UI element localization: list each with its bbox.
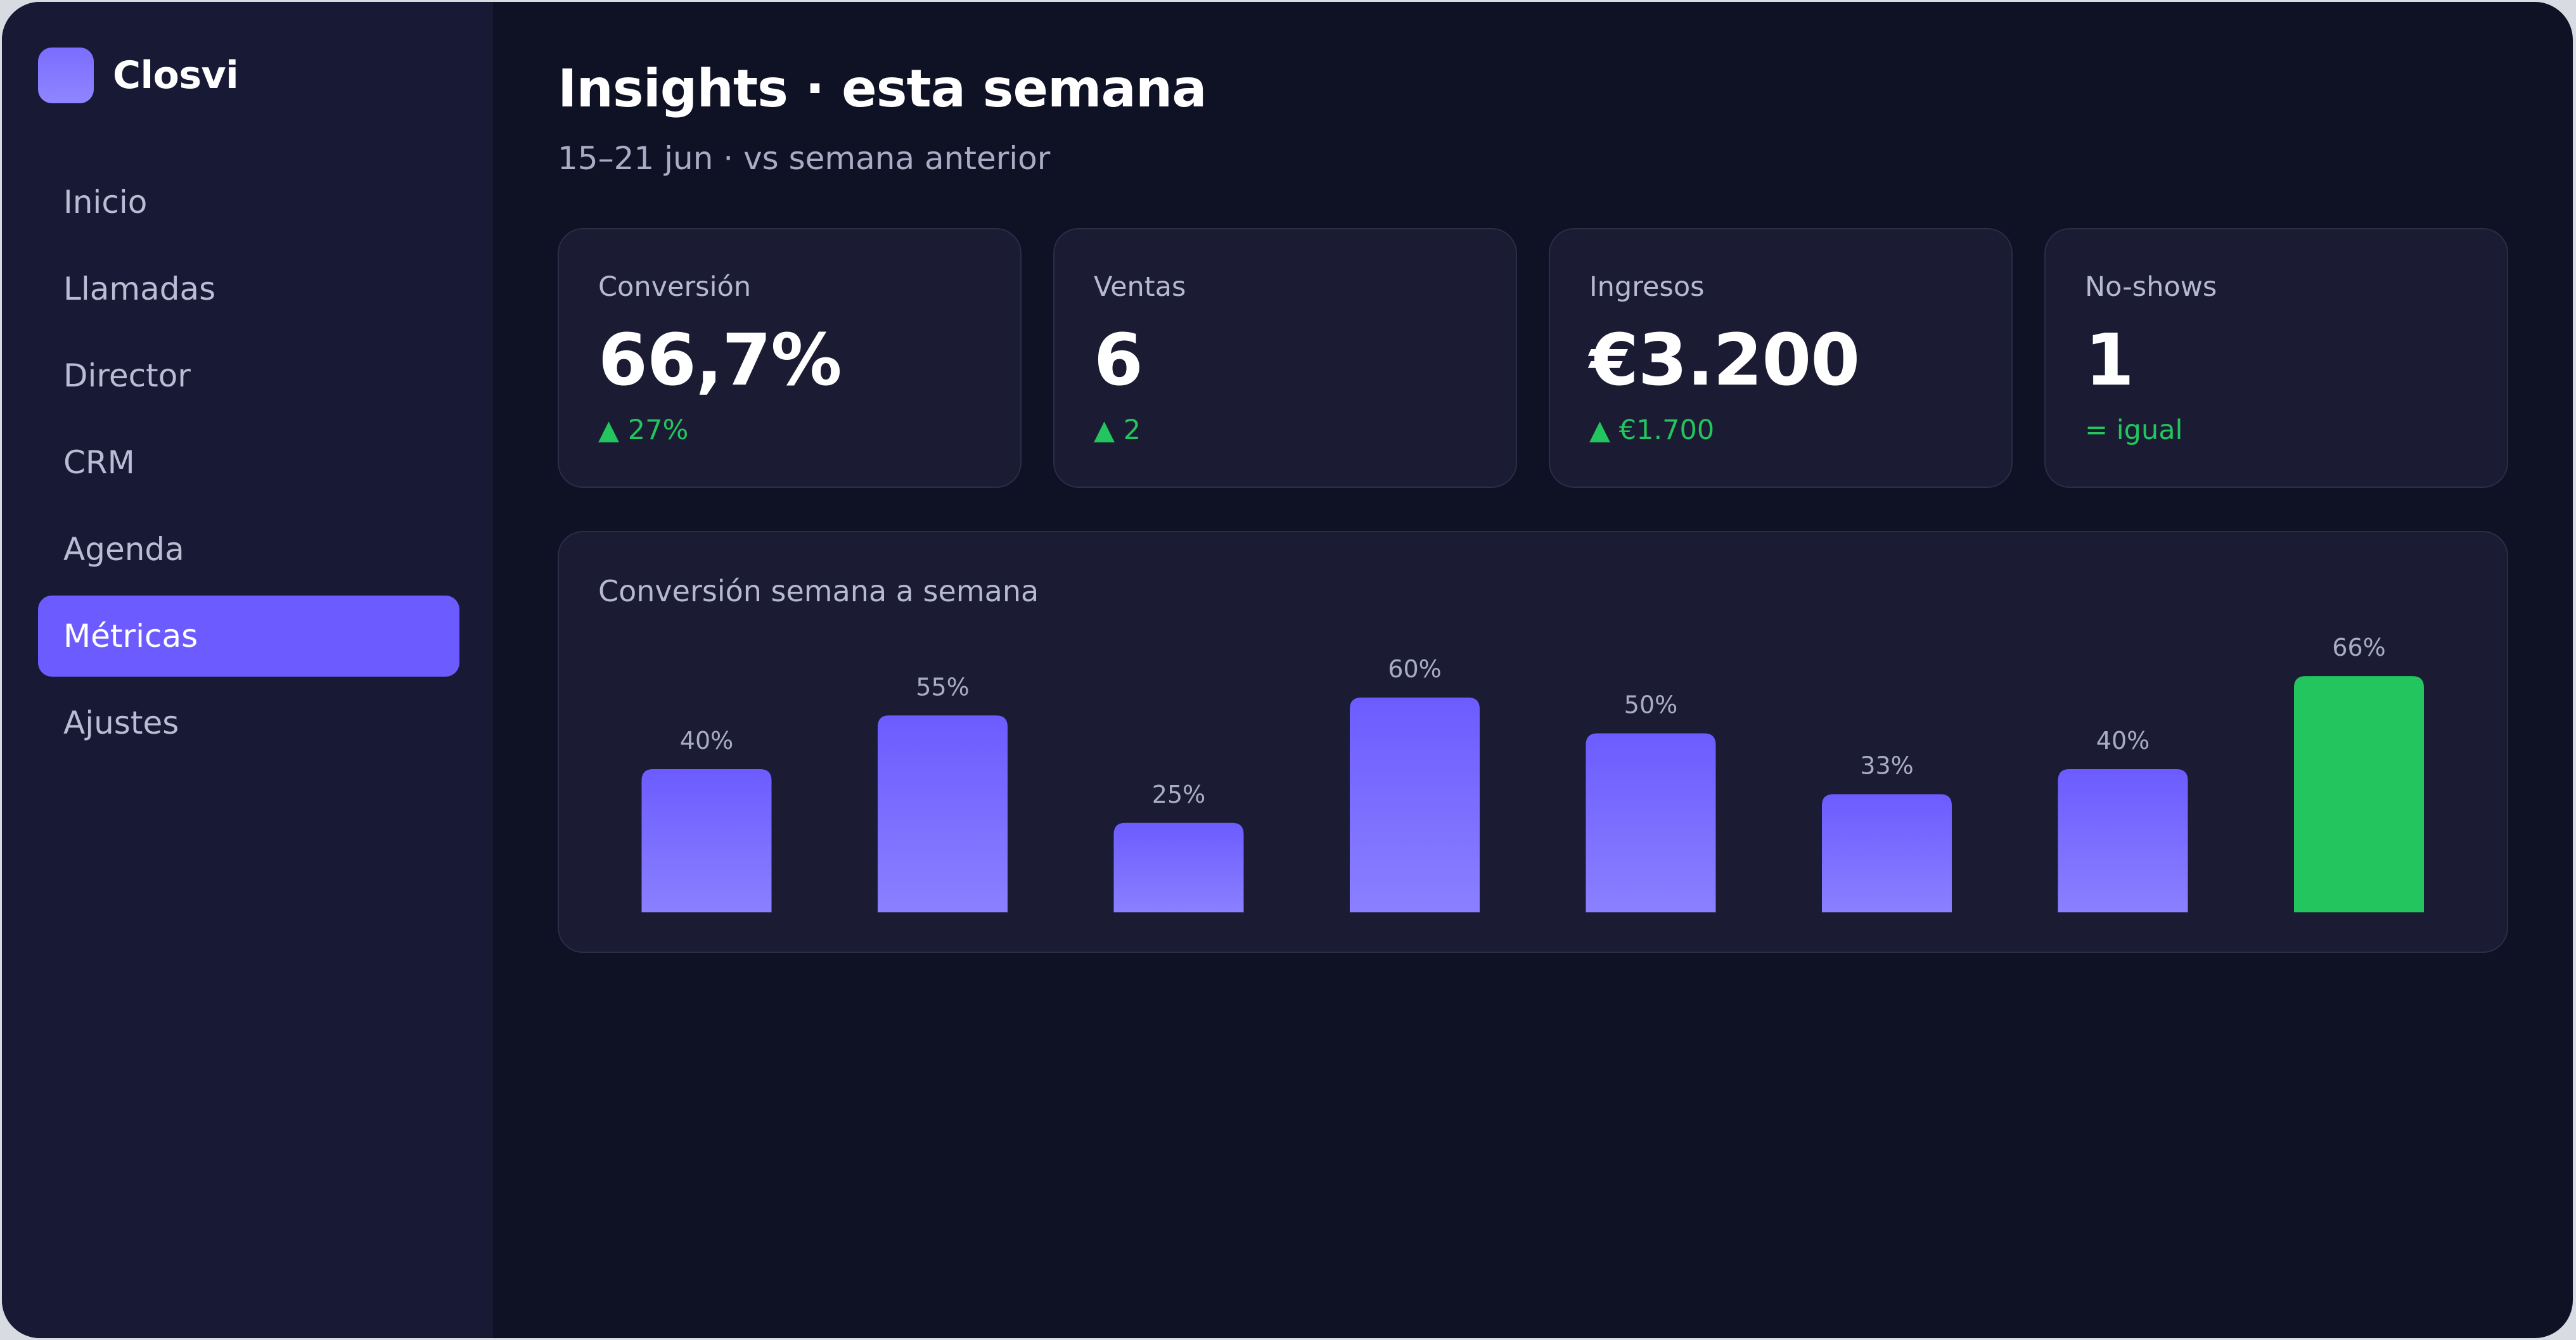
chart-bar-value-label: 60% bbox=[1388, 655, 1441, 683]
kpi-value: 6 bbox=[1094, 319, 1143, 402]
chart-bar-value-label: 25% bbox=[1152, 781, 1205, 808]
chart-bar bbox=[2058, 769, 2188, 912]
kpi-card-ingresos: Ingresos €3.200 ▲ €1.700 bbox=[1549, 228, 2013, 488]
chart-bar-value-label: 50% bbox=[1624, 691, 1677, 719]
chart-bar-value-label: 40% bbox=[2096, 727, 2150, 755]
conversion-chart-panel: Conversión semana a semana 40% 55% 25% 60% 5… bbox=[558, 531, 2508, 953]
sidebar-item-label: Director bbox=[63, 357, 191, 394]
chart-bars: 40% 55% 25% 60% 50% 33% 40% 66% bbox=[641, 634, 2424, 912]
conversion-bar-chart: 40% 55% 25% 60% 50% 33% 40% 66% bbox=[641, 634, 2424, 912]
kpi-delta: ▲ 2 bbox=[1094, 414, 1141, 446]
kpi-card-ventas: Ventas 6 ▲ 2 bbox=[1053, 228, 1517, 488]
brand-name: Closvi bbox=[113, 53, 239, 98]
sidebar-item-label: Métricas bbox=[63, 618, 198, 654]
sidebar-item-label: Llamadas bbox=[63, 271, 216, 307]
sidebar-item-agenda[interactable]: Agenda bbox=[38, 509, 459, 590]
kpi-delta: ▲ 27% bbox=[598, 414, 689, 446]
brand-logo-icon bbox=[38, 48, 94, 103]
chart-bar bbox=[1113, 822, 1244, 912]
kpi-delta: ▲ €1.700 bbox=[1589, 414, 1715, 446]
kpi-cards: Conversión 66,7% ▲ 27% Ventas 6 ▲ 2 Ingr… bbox=[558, 228, 2508, 488]
kpi-card-no-shows: No-shows 1 = igual bbox=[2044, 228, 2508, 488]
sidebar: Closvi Inicio Llamadas Director CRM Agen… bbox=[2, 2, 493, 1338]
chart-bar bbox=[878, 715, 1008, 912]
sidebar-item-label: Agenda bbox=[63, 531, 184, 568]
chart-bar bbox=[1822, 794, 1952, 912]
chart-bar-value-label: 55% bbox=[916, 673, 969, 701]
sidebar-item-label: CRM bbox=[63, 444, 135, 481]
chart-bar bbox=[1586, 733, 1716, 912]
kpi-label: Ingresos bbox=[1589, 271, 1705, 303]
kpi-delta: = igual bbox=[2085, 414, 2183, 446]
sidebar-item-llamadas[interactable]: Llamadas bbox=[38, 248, 459, 329]
sidebar-item-director[interactable]: Director bbox=[38, 335, 459, 416]
chart-bar bbox=[1350, 698, 1480, 912]
chart-bar-value-label: 33% bbox=[1860, 752, 1913, 780]
chart-bar bbox=[641, 769, 772, 912]
chart-bar-value-label: 66% bbox=[2332, 634, 2385, 661]
main-content: Insights · esta semana 15–21 jun · vs se… bbox=[493, 2, 2573, 1338]
kpi-value: 1 bbox=[2085, 319, 2134, 402]
kpi-label: No-shows bbox=[2085, 271, 2217, 303]
kpi-value: €3.200 bbox=[1589, 319, 1860, 402]
sidebar-item-inicio[interactable]: Inicio bbox=[38, 162, 459, 243]
sidebar-nav: Inicio Llamadas Director CRM Agenda Métr… bbox=[38, 162, 459, 769]
kpi-label: Conversión bbox=[598, 271, 752, 303]
kpi-label: Ventas bbox=[1094, 271, 1186, 303]
sidebar-item-metricas[interactable]: Métricas bbox=[38, 596, 459, 677]
chart-title: Conversión semana a semana bbox=[598, 574, 1039, 608]
sidebar-item-ajustes[interactable]: Ajustes bbox=[38, 682, 459, 763]
sidebar-item-label: Ajustes bbox=[63, 705, 179, 741]
sidebar-item-label: Inicio bbox=[63, 184, 148, 220]
page-subtitle: 15–21 jun · vs semana anterior bbox=[558, 140, 1051, 177]
page-title: Insights · esta semana bbox=[558, 59, 1207, 119]
kpi-card-conversion: Conversión 66,7% ▲ 27% bbox=[558, 228, 1022, 488]
chart-bar-value-label: 40% bbox=[680, 727, 733, 755]
kpi-value: 66,7% bbox=[598, 319, 842, 402]
brand[interactable]: Closvi bbox=[38, 48, 239, 103]
sidebar-item-crm[interactable]: CRM bbox=[38, 422, 459, 503]
chart-bar-highlight bbox=[2294, 676, 2424, 912]
